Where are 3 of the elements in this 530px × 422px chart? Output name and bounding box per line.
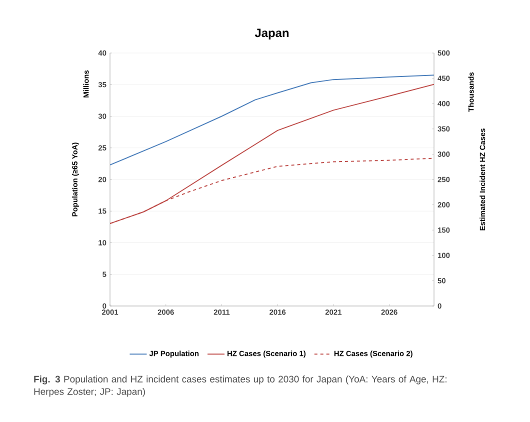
line-series (110, 74, 434, 166)
text: Fig. 3 Population and HZ incident cases estimates up to 2030 for Japan (YoA: Years of Age, HZ: Herpes Zoster; JP: Japan) (34, 376, 446, 397)
chart-title: Japan (254, 28, 289, 40)
